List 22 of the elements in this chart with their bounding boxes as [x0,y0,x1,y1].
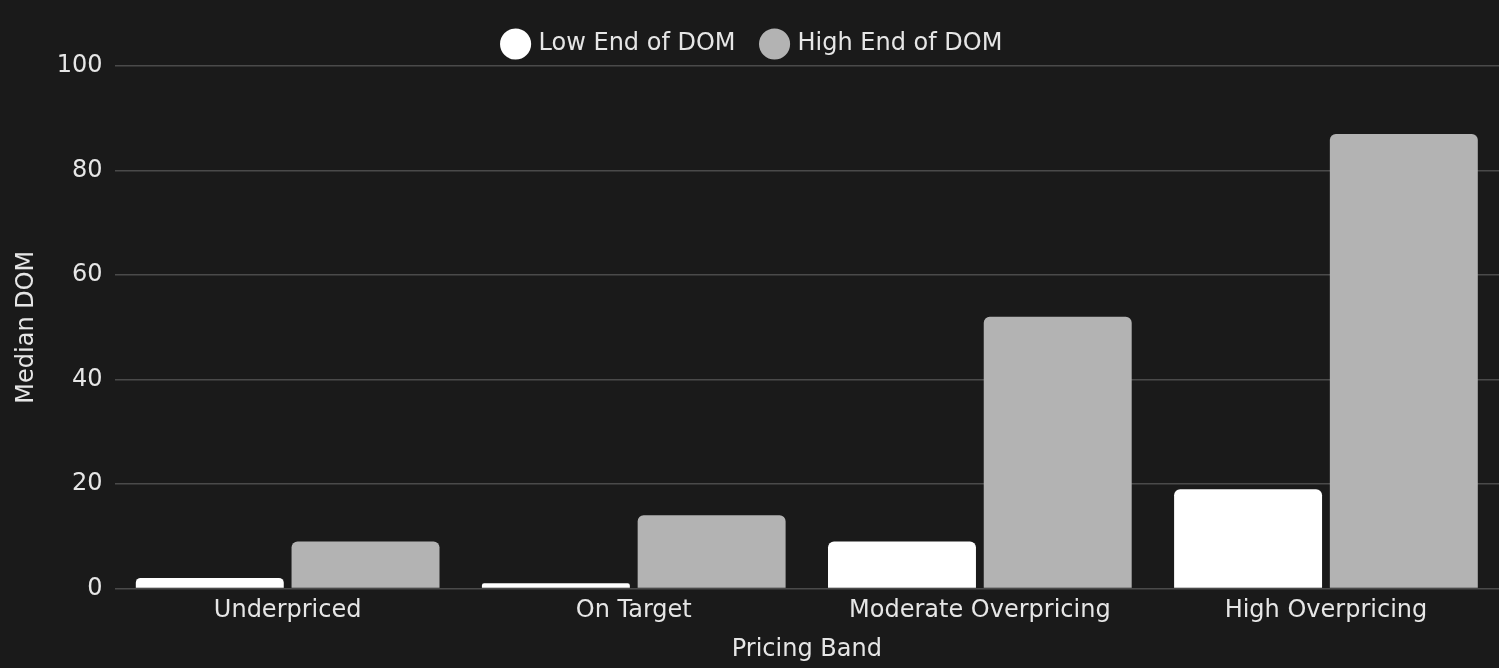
y-tick-label: 40 [72,363,103,392]
legend-label: High End of DOM [797,28,1003,57]
y-tick-label: 60 [72,259,103,288]
bar [983,316,1132,588]
y-axis-title: Median DOM [10,250,39,404]
x-tick-label: High Overpricing [1224,595,1428,624]
bar [637,515,786,588]
x-tick-label: Underpriced [213,595,362,624]
bar [135,577,284,588]
y-tick-label: 20 [72,468,103,497]
y-tick-label: 80 [72,154,103,183]
bar [828,541,976,588]
y-tick-label: 0 [87,572,103,601]
x-tick-label: Moderate Overpricing [849,595,1111,624]
y-tick-label: 100 [56,50,103,79]
legend-label: Low End of DOM [538,28,736,57]
bar [291,541,440,588]
bar [1329,133,1478,588]
bar [1174,489,1323,588]
bar [481,583,630,588]
x-tick-label: On Target [575,595,692,624]
x-axis-title: Pricing Band [731,633,882,662]
